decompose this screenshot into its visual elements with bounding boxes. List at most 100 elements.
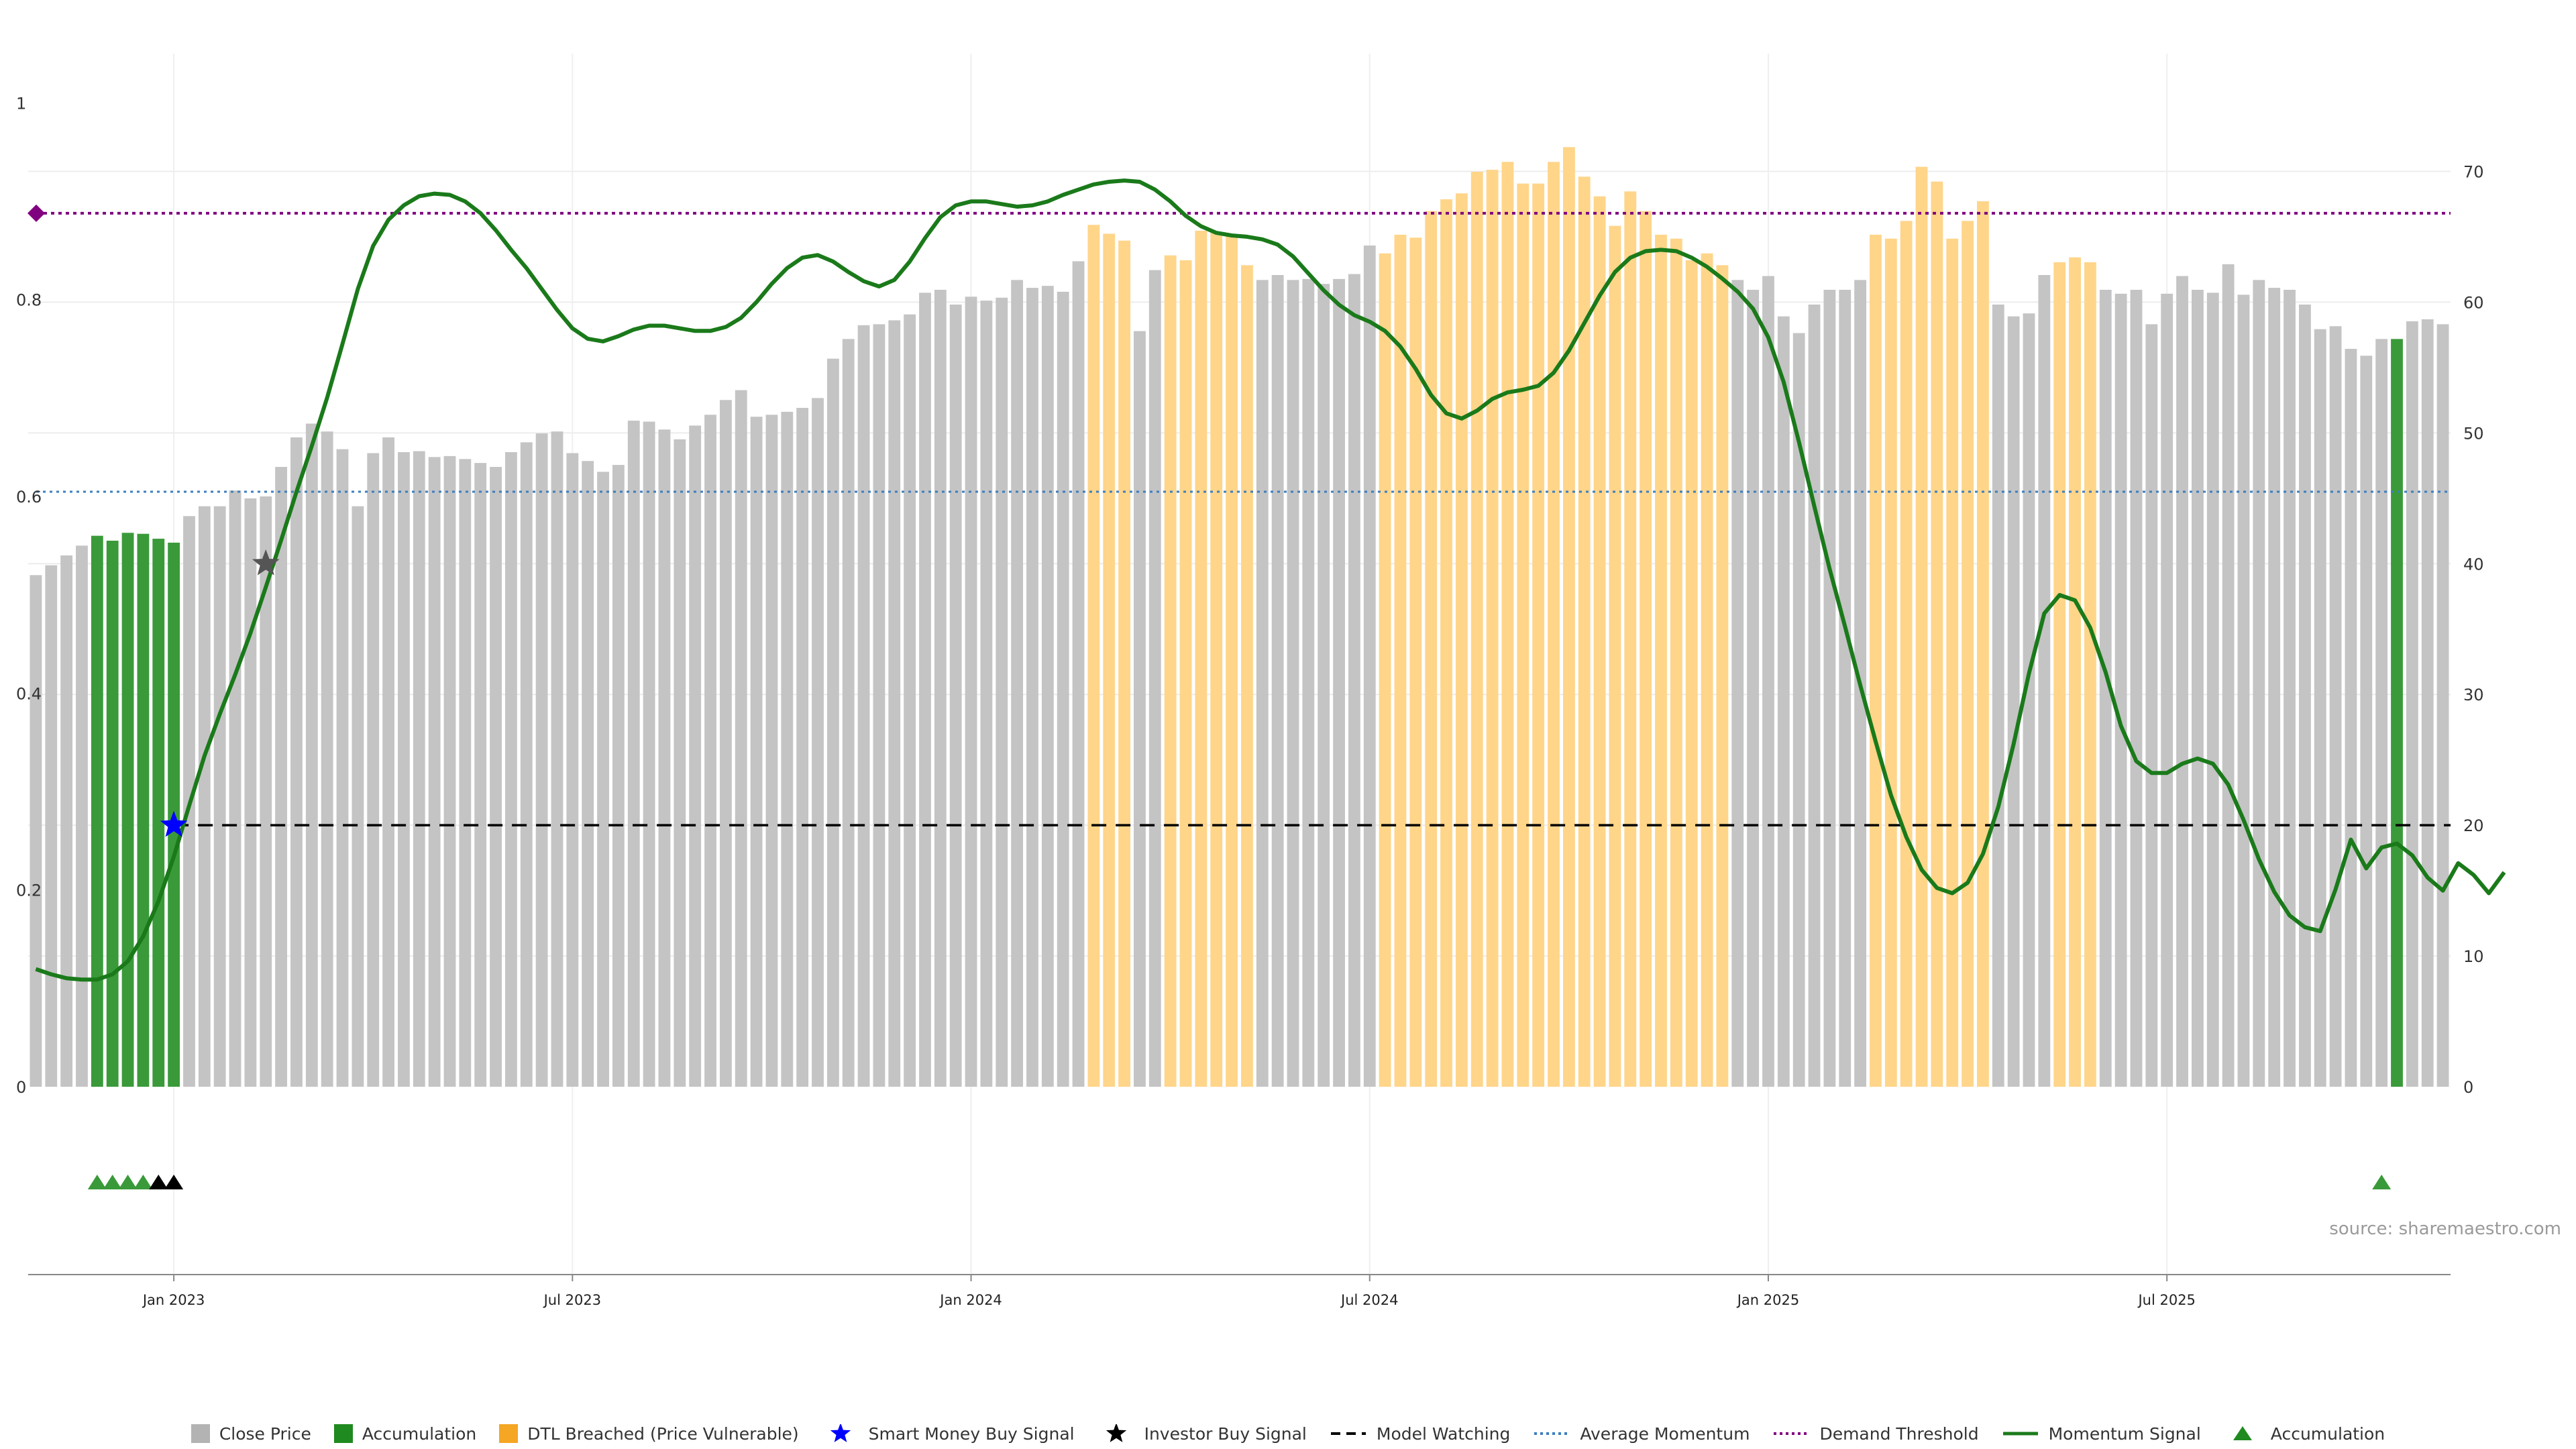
legend-item: Model Watching (1330, 1424, 1511, 1444)
close-price-bar (1731, 280, 1744, 1087)
close-price-bar (1333, 278, 1345, 1087)
close-price-bar (2253, 280, 2265, 1087)
close-price-bar (2329, 326, 2342, 1087)
investor-buy-star (252, 549, 280, 576)
accumulation-marker (2372, 1175, 2392, 1189)
close-price-bar (1777, 316, 1790, 1087)
source-label: source: sharemaestro.com (2329, 1219, 2561, 1239)
legend-item: Accumulation (333, 1424, 477, 1444)
legend-label: Accumulation (362, 1424, 477, 1444)
close-price-bar (398, 452, 410, 1087)
dtl-breached-bar (1685, 260, 1698, 1087)
close-price-bar (2237, 294, 2250, 1087)
close-price-bar (842, 339, 855, 1087)
close-price-bar (1041, 286, 1054, 1087)
dtl-breached-bar (1578, 176, 1591, 1087)
legend-item: Momentum Signal (2002, 1424, 2201, 1444)
close-price-bar (643, 421, 655, 1087)
legend-item: Average Momentum (1533, 1424, 1750, 1444)
close-price-bar (2145, 324, 2158, 1087)
close-price-bar (1011, 280, 1024, 1087)
legend-label: Model Watching (1376, 1424, 1511, 1444)
legend-item: Smart Money Buy Signal (822, 1424, 1075, 1444)
dtl-breached-bar (1915, 166, 1928, 1087)
legend-swatch (1330, 1424, 1367, 1443)
legend-swatch (1533, 1424, 1570, 1443)
legend-label: Momentum Signal (2048, 1424, 2201, 1444)
left-axis-tick: 0.6 (16, 488, 42, 506)
left-axis-tick: 0.2 (16, 881, 42, 900)
close-price-bar (857, 325, 870, 1087)
close-price-bar (2314, 329, 2326, 1087)
close-price-bar (934, 290, 947, 1087)
close-price-bar (781, 411, 794, 1087)
close-price-bar (812, 398, 824, 1087)
legend-item: Accumulation (2224, 1424, 2385, 1444)
close-price-bar (1287, 280, 1299, 1087)
legend-label: Investor Buy Signal (1144, 1424, 1307, 1444)
accumulation-marker (118, 1175, 138, 1189)
legend-label: DTL Breached (Price Vulnerable) (527, 1424, 799, 1444)
star-icon (1097, 1424, 1135, 1443)
close-price-bar (76, 545, 88, 1087)
close-price-bar (888, 320, 901, 1087)
dtl-breached-bar (1884, 238, 1897, 1087)
close-price-bar (443, 455, 456, 1087)
close-price-bar (2206, 292, 2219, 1087)
legend-label: Demand Threshold (1819, 1424, 1979, 1444)
left-axis-tick: 0 (16, 1078, 26, 1097)
legend-item: Investor Buy Signal (1097, 1424, 1307, 1444)
right-axis-tick: 40 (2463, 555, 2484, 574)
close-price-bar (1072, 261, 1085, 1087)
close-price-bar (1992, 305, 2004, 1087)
dtl-breached-bar (1394, 234, 1407, 1087)
accumulation-bar (2391, 339, 2403, 1087)
close-price-bar (413, 451, 425, 1087)
star-icon (822, 1424, 859, 1443)
close-price-bar (336, 449, 349, 1087)
close-price-bar (2421, 319, 2434, 1087)
demand-threshold-marker (28, 204, 45, 222)
close-price-bar (2345, 349, 2357, 1087)
close-price-bar (367, 453, 380, 1087)
close-price-bar (2298, 305, 2311, 1087)
dtl-breached-bar (1670, 238, 1682, 1087)
close-price-bar (1839, 290, 1851, 1087)
markers (87, 549, 2392, 1189)
dtl-breached-bar (1532, 183, 1545, 1087)
legend-label: Accumulation (2270, 1424, 2385, 1444)
right-axis-tick: 50 (2463, 424, 2484, 443)
close-price-bar (980, 301, 993, 1087)
legend-item: DTL Breached (Price Vulnerable) (499, 1424, 799, 1444)
close-price-bar (1747, 290, 1760, 1087)
dtl-breached-bar (2069, 257, 2081, 1087)
close-price-bar (597, 472, 609, 1087)
triangle-icon (2224, 1424, 2261, 1443)
close-price-bar (1302, 278, 1315, 1087)
accumulation-marker (87, 1175, 107, 1189)
close-price-bar (1318, 284, 1330, 1087)
legend-label: Average Momentum (1580, 1424, 1750, 1444)
close-price-bar (290, 437, 303, 1087)
close-price-bar (704, 415, 716, 1087)
close-price-bar (996, 297, 1008, 1087)
dtl-breached-bar (1486, 170, 1499, 1087)
close-price-bar (1271, 275, 1284, 1087)
dtl-breached-bar (1226, 235, 1238, 1087)
accumulation-bar (137, 533, 150, 1087)
close-price-bar (627, 421, 640, 1087)
close-price-bar (382, 437, 394, 1087)
close-price-bar (674, 439, 686, 1087)
reference-lines (28, 204, 2451, 826)
close-price-bar (505, 452, 517, 1087)
close-price-bar (949, 305, 962, 1087)
dtl-breached-bar (1962, 221, 1974, 1087)
legend-item: Demand Threshold (1772, 1424, 1979, 1444)
close-price-bar (1792, 333, 1805, 1087)
dtl-breached-bar (2084, 262, 2096, 1087)
close-price-bar (1823, 290, 1836, 1087)
dtl-breached-bar (1501, 162, 1514, 1087)
right-axis-tick: 70 (2463, 162, 2484, 181)
